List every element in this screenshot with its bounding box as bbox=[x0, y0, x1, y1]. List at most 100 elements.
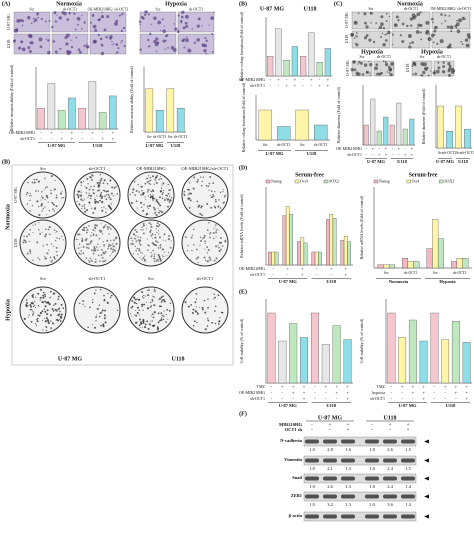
colony bbox=[43, 189, 45, 191]
cell bbox=[450, 47, 452, 49]
cell bbox=[449, 25, 454, 30]
bar bbox=[383, 264, 390, 269]
cell bbox=[441, 22, 443, 25]
bar bbox=[383, 116, 389, 146]
cell bbox=[415, 65, 417, 67]
colony-plate bbox=[19, 219, 67, 267]
colony-plate bbox=[73, 219, 121, 267]
label: sh-OCT1 bbox=[63, 7, 77, 11]
colony bbox=[97, 243, 99, 246]
label: + bbox=[410, 152, 413, 157]
label: sh-OCT1 bbox=[20, 136, 35, 141]
bar bbox=[145, 88, 154, 133]
cell bbox=[451, 67, 454, 71]
colony bbox=[150, 223, 152, 226]
label: - bbox=[371, 428, 373, 433]
cell bbox=[436, 42, 439, 45]
colony bbox=[131, 243, 134, 245]
label: MIR210HG bbox=[279, 422, 302, 427]
colony bbox=[29, 308, 32, 311]
colony bbox=[201, 306, 204, 309]
colony bbox=[88, 201, 91, 204]
colony bbox=[142, 322, 145, 325]
cell bbox=[380, 15, 384, 19]
colony bbox=[61, 197, 63, 199]
colony bbox=[99, 288, 102, 291]
label: 1.5 bbox=[405, 447, 411, 452]
colony bbox=[49, 314, 52, 317]
colony bbox=[104, 259, 107, 262]
label: Vimentin bbox=[284, 457, 302, 462]
label: Nanog bbox=[271, 178, 282, 183]
label: - bbox=[336, 396, 338, 401]
colony bbox=[37, 305, 40, 307]
colony bbox=[82, 303, 84, 305]
blot-band bbox=[365, 439, 379, 444]
bar bbox=[300, 237, 305, 266]
colony bbox=[158, 236, 161, 239]
blot-band bbox=[341, 439, 355, 444]
colony bbox=[31, 181, 34, 184]
colony bbox=[97, 254, 100, 257]
colony bbox=[152, 199, 154, 201]
legend-swatch bbox=[323, 179, 329, 184]
bar bbox=[78, 108, 86, 130]
bar bbox=[451, 261, 458, 269]
label: - bbox=[316, 266, 318, 271]
colony bbox=[49, 290, 52, 293]
colony bbox=[100, 254, 103, 256]
colony bbox=[140, 323, 142, 325]
label: + bbox=[422, 396, 425, 401]
label: sh-OCT1 bbox=[347, 152, 362, 157]
colony bbox=[99, 260, 101, 262]
colony bbox=[224, 194, 227, 196]
label: sh-OCT1 bbox=[250, 272, 265, 277]
label: Relative diameter (Fold of control) bbox=[421, 88, 426, 145]
colony bbox=[29, 303, 32, 307]
label: β-actin bbox=[289, 513, 303, 518]
colony bbox=[138, 314, 140, 316]
label: Hypoxia bbox=[439, 279, 456, 284]
bar bbox=[437, 238, 444, 269]
cell bbox=[12, 39, 16, 43]
colony bbox=[197, 178, 199, 181]
label: U-87 MG bbox=[260, 6, 284, 12]
colony bbox=[103, 317, 106, 320]
cell bbox=[27, 46, 31, 50]
bar bbox=[155, 110, 164, 133]
colony bbox=[217, 294, 220, 297]
colony bbox=[110, 239, 112, 242]
colony bbox=[161, 193, 164, 195]
cell bbox=[139, 48, 142, 51]
colony bbox=[87, 183, 89, 185]
bar bbox=[271, 251, 276, 266]
label: (D) bbox=[239, 164, 247, 171]
cell bbox=[83, 44, 86, 48]
label: sh-OCT1 bbox=[437, 55, 451, 59]
bar bbox=[464, 128, 471, 149]
colony bbox=[168, 235, 171, 238]
colony bbox=[192, 228, 195, 231]
label: Hypoxia bbox=[421, 49, 443, 55]
label: U118 bbox=[326, 403, 337, 408]
colony bbox=[165, 194, 167, 197]
colony bbox=[204, 248, 206, 250]
colony bbox=[147, 181, 150, 183]
colony bbox=[102, 182, 105, 185]
colony bbox=[136, 298, 139, 300]
colony bbox=[86, 243, 89, 246]
colony bbox=[162, 318, 165, 321]
cell bbox=[121, 39, 123, 42]
cell bbox=[353, 68, 357, 72]
colony bbox=[87, 197, 89, 199]
colony bbox=[153, 296, 155, 298]
colony bbox=[143, 192, 145, 194]
label: OE-MIR210HG bbox=[239, 77, 265, 82]
colony bbox=[133, 301, 135, 303]
colony bbox=[82, 245, 85, 248]
cell bbox=[385, 20, 388, 22]
cell bbox=[384, 39, 388, 42]
colony bbox=[32, 305, 35, 308]
colony bbox=[25, 241, 27, 244]
cell bbox=[388, 68, 393, 72]
